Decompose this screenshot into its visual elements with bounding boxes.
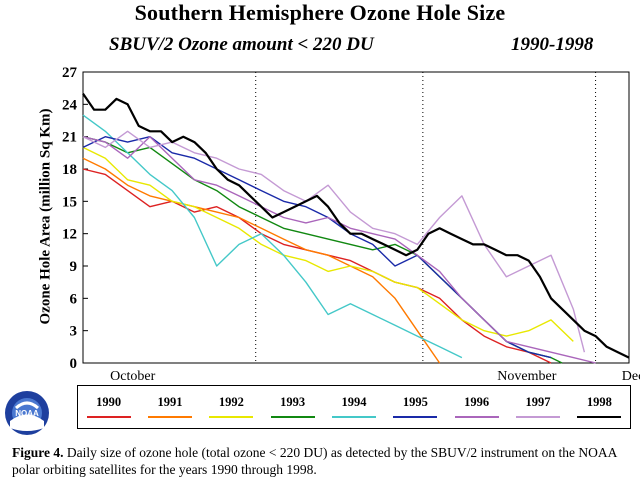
legend-swatch	[86, 416, 131, 418]
series-line-1996	[82, 135, 596, 364]
caption-text: Daily size of ozone hole (total ozone < …	[12, 445, 617, 477]
legend-item-1992: 1992	[201, 386, 261, 418]
y-tick-label: 27	[62, 65, 78, 81]
legend-swatch	[209, 416, 254, 418]
caption-label: Figure 4.	[12, 445, 64, 460]
y-tick-label: 12	[62, 227, 77, 243]
legend-label: 1994	[341, 395, 367, 409]
legend-swatch	[332, 416, 376, 418]
legend-label: 1991	[157, 395, 183, 409]
legend-item-1998: 1998	[569, 386, 629, 418]
series-line-1998	[82, 92, 630, 359]
series-line-1993	[82, 136, 563, 364]
noaa-logo-text: NOAA	[15, 409, 39, 418]
legend-label: 1997	[525, 395, 551, 409]
legend-item-1997: 1997	[508, 386, 568, 418]
legend-label: 1995	[402, 395, 428, 409]
legend-swatch	[393, 416, 438, 418]
figure-caption: Figure 4. Daily size of ozone hole (tota…	[12, 444, 636, 478]
series-line-1997	[82, 130, 586, 353]
series-line-1995	[82, 135, 552, 359]
x-tick-label: December	[622, 369, 640, 384]
y-tick-label: 0	[70, 356, 78, 372]
series-line-1991	[82, 157, 441, 364]
legend-item-1993: 1993	[263, 386, 323, 418]
legend-swatch	[270, 416, 315, 418]
legend-swatch	[148, 416, 192, 418]
legend-item-1995: 1995	[385, 386, 445, 418]
legend-swatch	[454, 416, 499, 418]
noaa-logo: NOAA	[5, 391, 49, 435]
legend-label: 1998	[586, 395, 612, 409]
y-tick-label: 6	[70, 291, 78, 307]
x-tick-label: November	[497, 369, 556, 384]
y-tick-label: 21	[62, 130, 77, 146]
x-tick-label: October	[110, 369, 155, 384]
series-line-1994	[82, 114, 463, 359]
legend-item-1994: 1994	[324, 386, 384, 418]
legend-swatch	[516, 416, 560, 418]
legend-label: 1993	[280, 395, 306, 409]
y-tick-label: 3	[70, 324, 78, 340]
legend-swatch	[577, 416, 622, 418]
y-tick-label: 24	[62, 97, 78, 113]
chart-year-range: 1990-1998	[511, 34, 594, 55]
legend-item-1991: 1991	[140, 386, 200, 418]
legend-item-1996: 1996	[447, 386, 507, 418]
y-tick-label: 15	[62, 194, 77, 210]
legend-item-1990: 1990	[79, 386, 139, 418]
legend: 1990 1991 1992 1993 1994 1995 1996 1997 1998	[77, 385, 631, 429]
plot-frame	[82, 71, 630, 364]
legend-label: 1996	[464, 395, 490, 409]
legend-label: 1992	[218, 395, 244, 409]
chart-subtitle: SBUV/2 Ozone amount < 220 DU	[109, 34, 374, 55]
y-tick-label: 18	[62, 162, 77, 178]
y-tick-label: 9	[70, 259, 78, 275]
legend-label: 1990	[96, 395, 122, 409]
chart-title: Southern Hemisphere Ozone Hole Size	[134, 0, 506, 25]
series-line-1992	[82, 146, 574, 342]
